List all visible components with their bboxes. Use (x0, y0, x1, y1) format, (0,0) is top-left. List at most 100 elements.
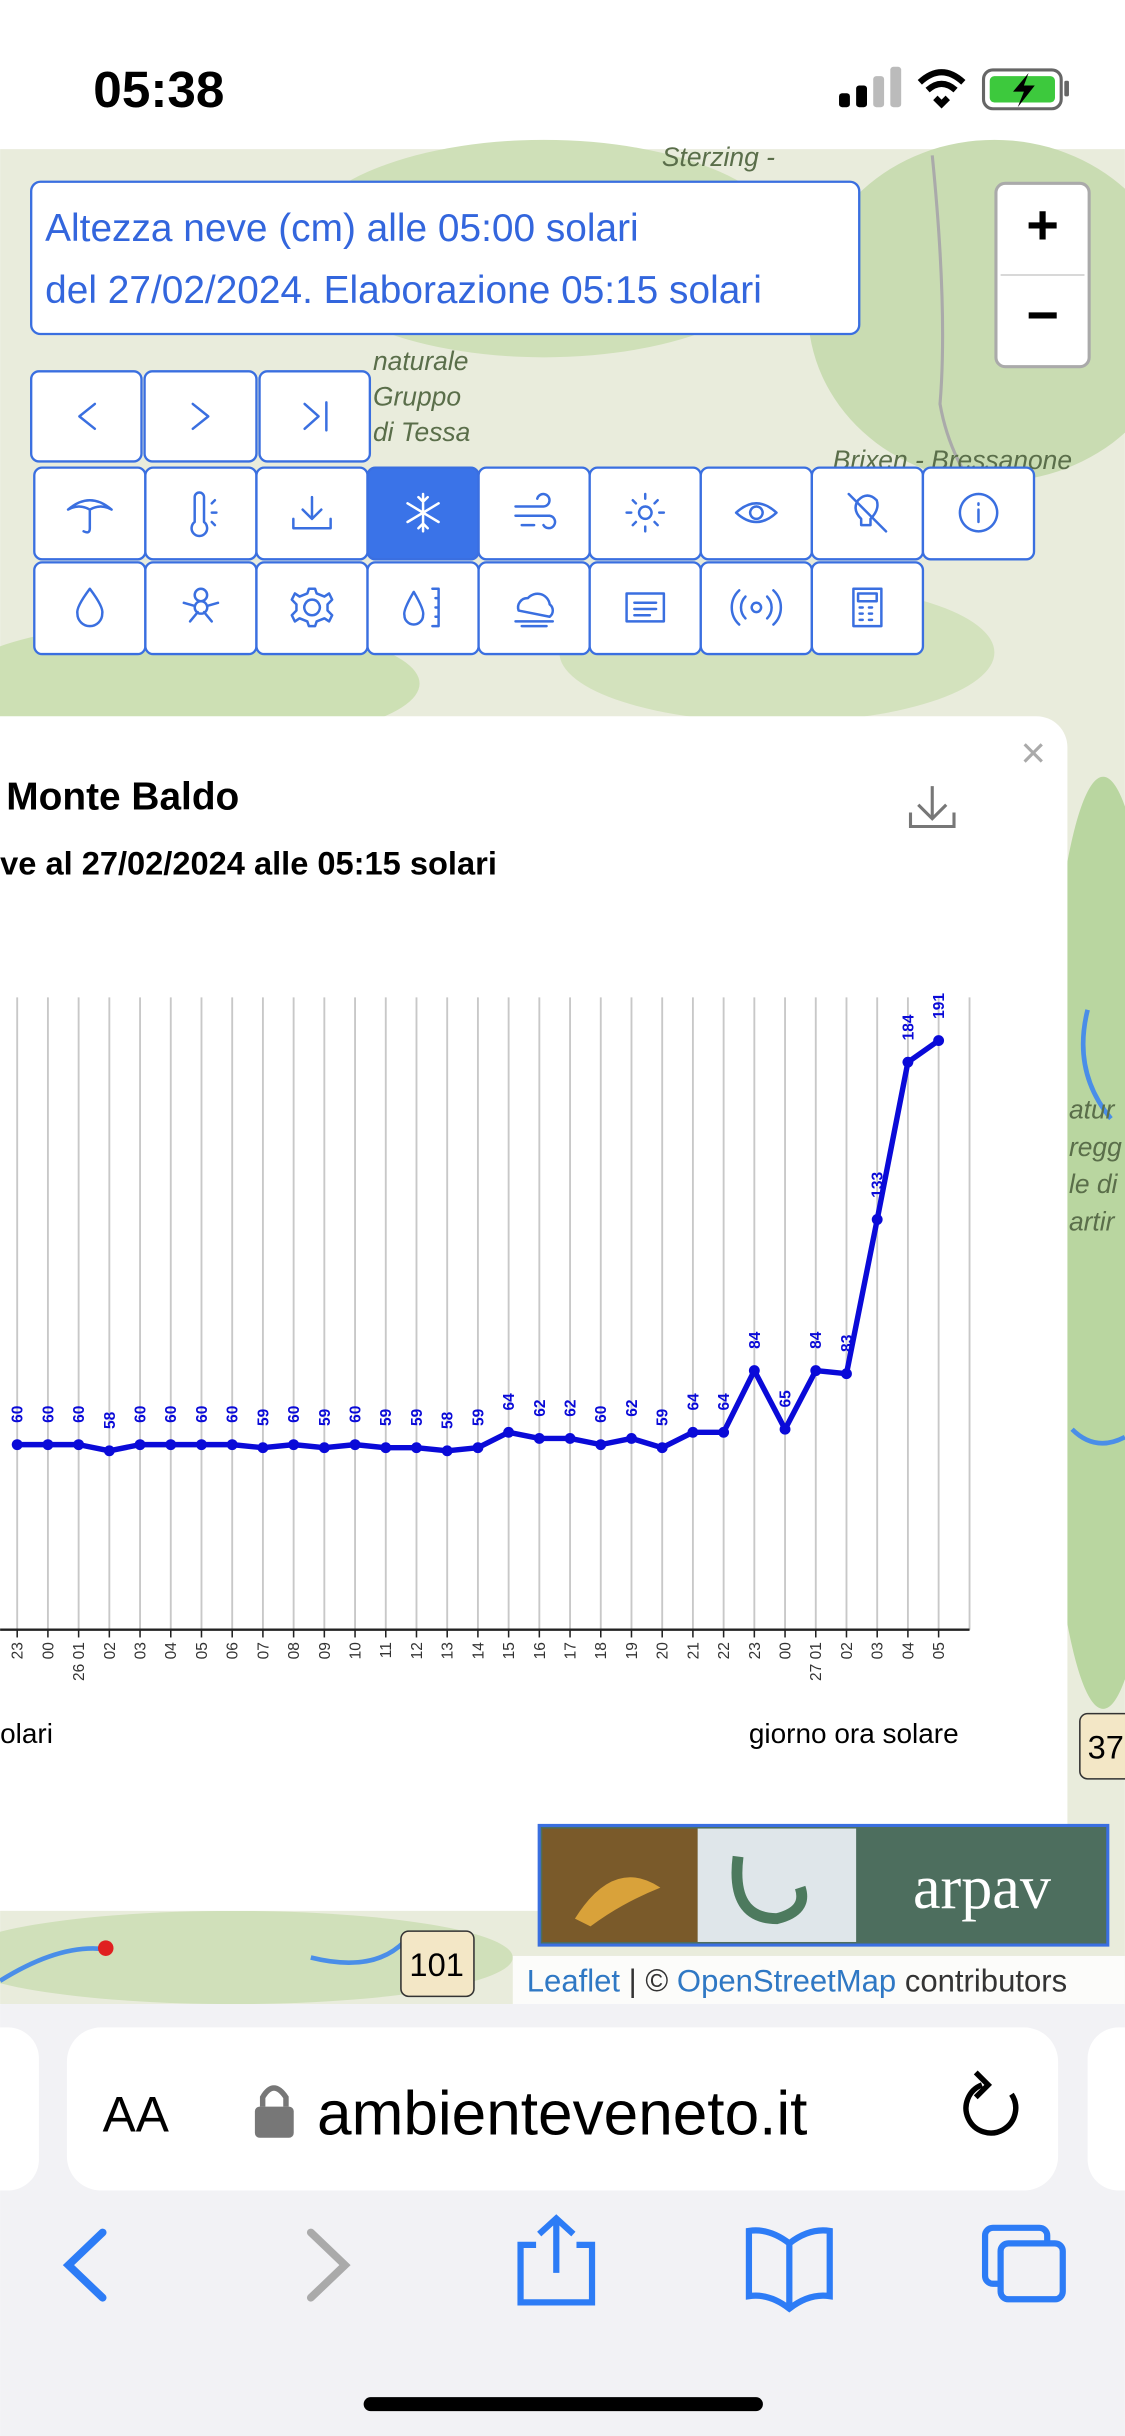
data-point (902, 1056, 914, 1068)
x-tick-label: 02 (839, 1642, 856, 1659)
layer-button[interactable] (699, 466, 814, 561)
data-point (503, 1426, 515, 1438)
share-button[interactable] (517, 2214, 596, 2306)
back-button[interactable] (62, 2228, 107, 2302)
text-size-button[interactable]: AA (103, 2087, 170, 2143)
data-point (349, 1439, 361, 1451)
data-label: 84 (808, 1331, 825, 1349)
osm-link[interactable]: OpenStreetMap (677, 1964, 896, 1999)
data-label: 59 (378, 1408, 395, 1426)
layer-button[interactable] (699, 561, 814, 656)
data-label: 65 (777, 1390, 794, 1408)
battery (981, 68, 1069, 111)
layer-button[interactable] (144, 561, 258, 656)
info-text: Altezza neve (cm) alle 05:00 solari (45, 207, 638, 250)
next-button[interactable] (143, 370, 258, 463)
zoom-out[interactable]: − (1026, 283, 1059, 346)
data-label: 60 (40, 1406, 57, 1423)
road-label: 101 (409, 1946, 463, 1983)
data-label: 83 (839, 1334, 856, 1352)
data-point (165, 1439, 177, 1451)
close-button[interactable]: × (1021, 729, 1046, 777)
data-point (288, 1439, 300, 1451)
url-bar[interactable] (66, 2027, 1059, 2191)
x-tick-label: 04 (163, 1642, 180, 1660)
data-point (257, 1442, 269, 1454)
data-point (196, 1439, 207, 1451)
data-label: 58 (102, 1411, 119, 1429)
bookmarks-button[interactable] (745, 2227, 833, 2313)
layer-icon (847, 492, 888, 533)
x-tick-label: 18 (593, 1642, 610, 1659)
info-text: del 27/02/2024. Elaborazione 05:15 solar… (45, 269, 762, 312)
layer-button[interactable] (477, 561, 591, 656)
x-axis-label: giorno ora solare (749, 1718, 959, 1749)
map-label: Sterzing - (662, 142, 775, 172)
data-label: 59 (255, 1408, 272, 1426)
clock: 05:38 (93, 61, 224, 118)
layer-button[interactable] (588, 466, 702, 561)
signal (839, 66, 902, 108)
map-label: naturale (373, 346, 468, 376)
road-shield (400, 1930, 475, 1998)
layer-button[interactable] (33, 561, 147, 656)
last-button[interactable] (258, 370, 372, 463)
attribution-sep: | © (629, 1964, 669, 1999)
data-label: 60 (10, 1406, 27, 1423)
x-tick-label: 27 01 (808, 1642, 825, 1681)
station-marker[interactable] (97, 1940, 114, 1956)
data-label: 62 (532, 1399, 549, 1417)
tab-peek (0, 2027, 39, 2191)
x-tick-label: 03 (870, 1642, 887, 1659)
x-tick-label: 23 (10, 1642, 27, 1659)
layer-button[interactable] (255, 561, 369, 656)
data-point (380, 1442, 392, 1454)
data-label: 64 (501, 1393, 518, 1411)
x-tick-label: 02 (102, 1642, 119, 1659)
attribution (512, 1955, 1125, 2005)
x-tick-label: 06 (225, 1642, 242, 1659)
data-point (810, 1365, 822, 1377)
reload-button[interactable] (963, 2070, 1019, 2136)
data-point (564, 1433, 576, 1444)
data-label: 191 (931, 993, 948, 1019)
data-label: 60 (225, 1406, 242, 1423)
layer-icon (406, 492, 440, 533)
prev-button[interactable] (30, 370, 143, 463)
layer-button[interactable] (477, 466, 591, 561)
data-point (411, 1442, 422, 1454)
x-tick-label: 00 (40, 1642, 57, 1660)
download-icon[interactable] (908, 786, 956, 829)
data-point (595, 1439, 607, 1451)
attribution-rest: contributors (905, 1964, 1067, 1999)
x-tick-label: 00 (777, 1642, 794, 1660)
forward-button[interactable] (306, 2228, 351, 2302)
tabs-button[interactable] (981, 2224, 1066, 2303)
data-point (226, 1439, 238, 1451)
layer-icon (76, 587, 104, 628)
x-tick-label: 14 (470, 1642, 487, 1660)
layer-icon (958, 492, 999, 533)
x-tick-label: 19 (624, 1642, 641, 1659)
layer-icon (514, 492, 557, 530)
layer-icon (182, 587, 220, 623)
data-label: 184 (900, 1014, 917, 1040)
data-point (718, 1426, 730, 1438)
layer-button[interactable] (144, 466, 258, 561)
x-tick-label: 21 (685, 1642, 702, 1659)
logo-text: arpav (913, 1854, 1052, 1922)
x-tick-label: 15 (501, 1642, 518, 1659)
data-point (533, 1433, 545, 1444)
layer-button[interactable] (810, 561, 925, 656)
data-point (871, 1214, 883, 1225)
zoom-in[interactable]: + (1026, 193, 1059, 256)
road-shield (1079, 1712, 1125, 1780)
data-point (134, 1439, 146, 1451)
leaflet-link[interactable]: Leaflet (527, 1964, 621, 1999)
chart: 23 00 26 01 02 03 04 05 06 07 08 09 10 11 12 13 14 15 16 1… (0, 993, 971, 1681)
data-point (933, 1035, 945, 1047)
layer-icon (852, 587, 883, 628)
lock-icon (254, 2085, 294, 2138)
x-tick-label: 05 (931, 1642, 948, 1659)
